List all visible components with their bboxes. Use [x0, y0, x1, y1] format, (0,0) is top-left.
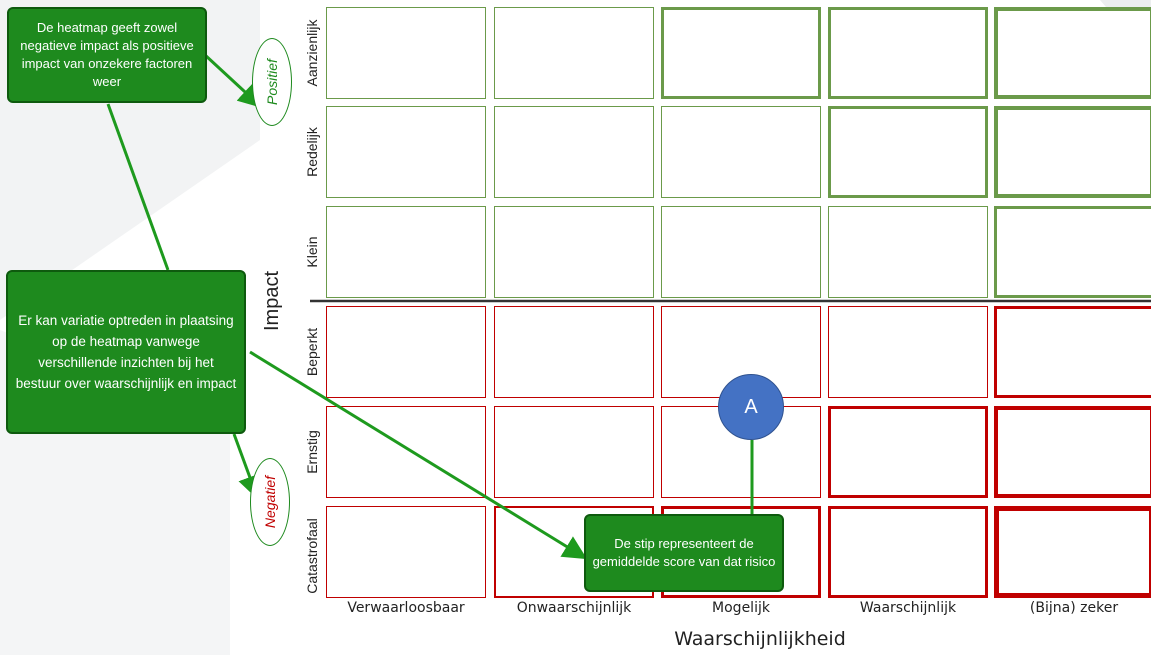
cell-ernstig-verwaarloosbaar	[326, 406, 486, 498]
cell-redelijk-verwaarloosbaar	[326, 106, 486, 198]
x-axis-title: Waarschijnlijkheid	[674, 628, 846, 650]
col-label-waarschijnlijk: Waarschijnlijk	[859, 600, 957, 616]
cell-klein-waarschijnlijk	[828, 206, 988, 298]
cell-catastrofaal-bijna-zeker	[994, 506, 1151, 598]
risk-marker-dot[interactable]: A	[718, 374, 784, 440]
arrow-to-positief	[203, 53, 263, 109]
cell-redelijk-onwaarschijnlijk	[494, 106, 654, 198]
negatief-label: Negatief	[262, 475, 278, 529]
cell-beperkt-waarschijnlijk	[828, 306, 988, 398]
line-callouts-link	[106, 103, 170, 271]
cell-beperkt-bijna-zeker	[994, 306, 1151, 398]
cell-aanzienlijk-verwaarloosbaar	[326, 7, 486, 99]
callout-dot-note: De stip representeert de gemiddelde scor…	[584, 514, 784, 592]
cell-catastrofaal-waarschijnlijk	[828, 506, 988, 598]
cell-beperkt-verwaarloosbaar	[326, 306, 486, 398]
cell-redelijk-mogelijk	[661, 106, 821, 198]
cell-ernstig-bijna-zeker	[994, 406, 1151, 498]
cell-klein-bijna-zeker	[994, 206, 1151, 298]
cell-redelijk-waarschijnlijk	[828, 106, 988, 198]
arrow-to-dot-note	[249, 350, 588, 560]
positief-label: Positief	[264, 59, 280, 105]
col-label-onwaarschijnlijk: Onwaarschijnlijk	[516, 600, 632, 616]
cell-ernstig-onwaarschijnlijk	[494, 406, 654, 498]
cell-aanzienlijk-bijna-zeker	[994, 7, 1151, 99]
cell-aanzienlijk-waarschijnlijk	[828, 7, 988, 99]
col-label-mogelijk: Mogelijk	[712, 600, 770, 616]
cell-catastrofaal-verwaarloosbaar	[326, 506, 486, 598]
cell-klein-mogelijk	[661, 206, 821, 298]
positief-oval	[252, 38, 292, 126]
cell-klein-verwaarloosbaar	[326, 206, 486, 298]
cell-klein-onwaarschijnlijk	[494, 206, 654, 298]
cell-aanzienlijk-onwaarschijnlijk	[494, 7, 654, 99]
callout-heatmap-note: De heatmap geeft zowel negatieve impact …	[7, 7, 207, 103]
col-label-bijna-zeker: (Bijna) zeker	[1029, 600, 1119, 616]
cell-beperkt-onwaarschijnlijk	[494, 306, 654, 398]
cell-aanzienlijk-mogelijk	[661, 7, 821, 99]
callout-variation-note: Er kan variatie optreden in plaatsing op…	[6, 270, 246, 434]
cell-ernstig-waarschijnlijk	[828, 406, 988, 498]
col-label-verwaarloosbaar: Verwaarloosbaar	[347, 600, 465, 616]
negatief-oval	[250, 458, 290, 546]
